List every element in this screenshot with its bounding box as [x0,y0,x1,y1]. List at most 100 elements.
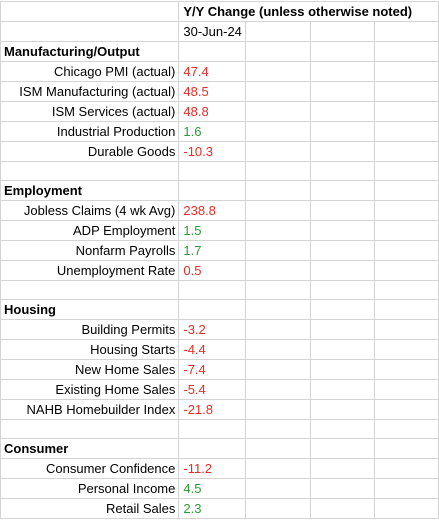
cell-blank[interactable] [244,498,311,519]
indicator-label[interactable]: Existing Home Sales [0,379,180,400]
cell-blank[interactable] [374,200,439,221]
cell-blank[interactable] [244,41,311,62]
cell-blank[interactable] [244,260,311,281]
cell-blank[interactable] [244,280,311,300]
cell-blank[interactable] [309,141,376,162]
cell-blank[interactable] [309,180,376,201]
cell-blank[interactable] [309,220,376,241]
indicator-label[interactable]: Building Permits [0,319,180,340]
indicator-value[interactable]: 47.4 [178,61,246,82]
cell-blank[interactable] [374,359,439,380]
cell-blank[interactable] [309,280,376,300]
cell-blank[interactable] [178,419,246,439]
cell-blank[interactable] [374,319,439,340]
cell-blank[interactable] [244,478,311,499]
cell-blank[interactable] [0,161,180,181]
cell-blank[interactable] [309,359,376,380]
cell-blank[interactable] [374,280,439,300]
indicator-value[interactable]: -5.4 [178,379,246,400]
cell-blank[interactable] [244,81,311,102]
indicator-value[interactable]: -3.2 [178,319,246,340]
indicator-label[interactable]: ISM Manufacturing (actual) [0,81,180,102]
cell-blank[interactable] [244,419,311,439]
indicator-value[interactable]: -7.4 [178,359,246,380]
cell-blank[interactable] [244,21,311,42]
cell-blank[interactable] [244,379,311,400]
indicator-label[interactable]: Retail Sales [0,498,180,519]
indicator-label[interactable]: Industrial Production [0,121,180,142]
indicator-value[interactable]: -11.2 [178,458,246,479]
cell-blank[interactable] [244,61,311,82]
cell-blank[interactable] [374,240,439,261]
cell-blank[interactable] [374,21,439,42]
cell-blank[interactable] [374,498,439,519]
indicator-label[interactable]: Chicago PMI (actual) [0,61,180,82]
cell-blank[interactable] [244,399,311,420]
cell-blank[interactable] [374,478,439,499]
indicator-label[interactable]: Durable Goods [0,141,180,162]
cell-blank[interactable] [374,121,439,142]
section-heading[interactable]: Employment [0,180,180,201]
indicator-value[interactable]: 1.6 [178,121,246,142]
column-header-date[interactable]: 30-Jun-24 [178,21,246,42]
cell-blank[interactable] [309,379,376,400]
indicator-label[interactable]: Personal Income [0,478,180,499]
cell-blank[interactable] [374,220,439,241]
cell-blank[interactable] [309,81,376,102]
cell-blank[interactable] [309,61,376,82]
section-heading[interactable]: Housing [0,299,180,320]
cell-blank[interactable] [374,41,439,62]
indicator-label[interactable]: ISM Services (actual) [0,101,180,122]
cell-blank[interactable] [309,438,376,459]
cell-blank[interactable] [244,339,311,360]
cell-blank[interactable] [374,81,439,102]
cell-blank[interactable] [309,260,376,281]
cell-blank[interactable] [244,438,311,459]
cell-blank[interactable] [244,319,311,340]
cell-blank[interactable] [374,458,439,479]
cell-blank[interactable] [309,419,376,439]
cell-blank[interactable] [309,498,376,519]
cell-blank[interactable] [309,101,376,122]
cell-blank[interactable] [374,180,439,201]
cell-blank[interactable] [374,299,439,320]
indicator-value[interactable]: 238.8 [178,200,246,221]
indicator-value[interactable]: 4.5 [178,478,246,499]
cell-blank[interactable] [244,101,311,122]
cell-blank[interactable] [0,419,180,439]
cell-blank[interactable] [0,1,180,22]
cell-blank[interactable] [244,121,311,142]
indicator-value[interactable]: -10.3 [178,141,246,162]
cell-blank[interactable] [244,240,311,261]
indicator-label[interactable]: Nonfarm Payrolls [0,240,180,261]
cell-blank[interactable] [309,240,376,261]
cell-blank[interactable] [244,200,311,221]
cell-blank[interactable] [374,438,439,459]
cell-blank[interactable] [374,419,439,439]
cell-blank[interactable] [0,21,180,42]
cell-blank[interactable] [309,339,376,360]
cell-blank[interactable] [309,399,376,420]
cell-blank[interactable] [309,299,376,320]
cell-blank[interactable] [244,299,311,320]
cell-blank[interactable] [178,280,246,300]
indicator-value[interactable]: 1.7 [178,240,246,261]
cell-blank[interactable] [309,319,376,340]
cell-blank[interactable] [309,458,376,479]
cell-blank[interactable] [374,399,439,420]
indicator-label[interactable]: Housing Starts [0,339,180,360]
cell-blank[interactable] [244,180,311,201]
cell-blank[interactable] [244,359,311,380]
cell-blank[interactable] [0,280,180,300]
indicator-label[interactable]: NAHB Homebuilder Index [0,399,180,420]
cell-blank[interactable] [309,478,376,499]
indicator-value[interactable]: 48.8 [178,101,246,122]
indicator-label[interactable]: New Home Sales [0,359,180,380]
column-header-title[interactable]: Y/Y Change (unless otherwise noted) [178,1,439,22]
cell-blank[interactable] [178,41,246,62]
cell-blank[interactable] [309,21,376,42]
cell-blank[interactable] [374,141,439,162]
cell-blank[interactable] [178,299,246,320]
section-heading[interactable]: Manufacturing/Output [0,41,180,62]
cell-blank[interactable] [178,438,246,459]
